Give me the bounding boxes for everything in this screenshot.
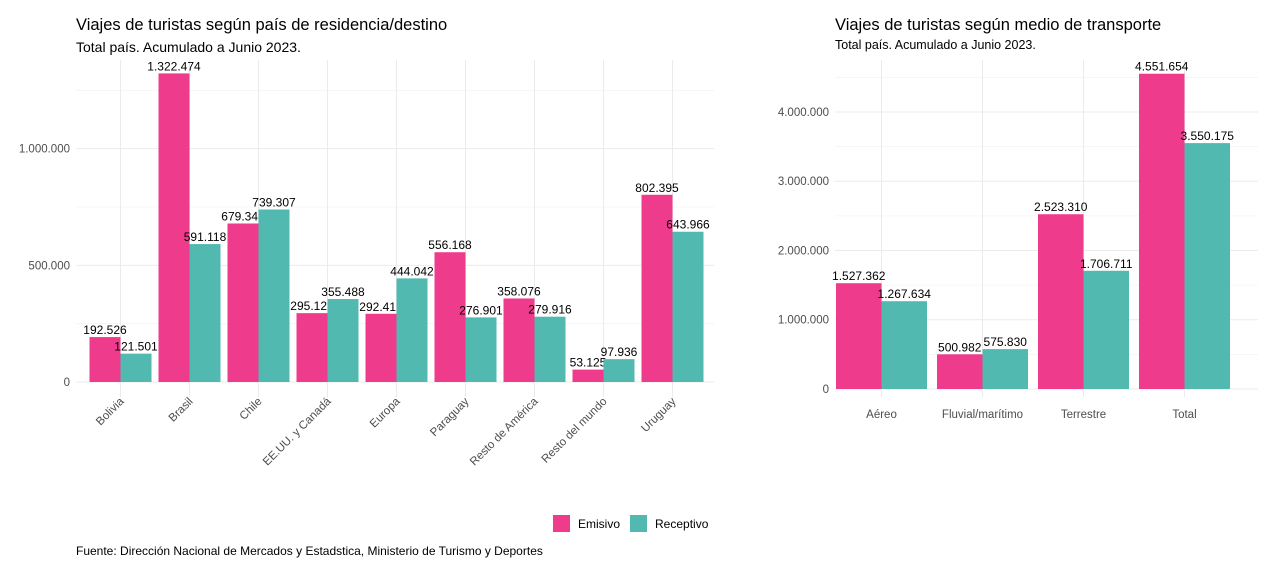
bar-value-label: 279.916 [528,303,572,317]
bar-value-label: 121.501 [114,340,158,354]
y-tick-label: 3.000.000 [778,176,829,188]
bar-emisivo [1139,73,1185,389]
y-tick-label: 1.000.000 [778,315,829,327]
x-tick-label: Terrestre [1061,409,1106,421]
x-tick-label: Europa [368,395,403,430]
bar-receptivo [1184,143,1230,389]
x-tick-label: Fluvial/marítimo [942,409,1023,421]
bar-emisivo [836,283,882,389]
bar-receptivo [465,317,497,382]
right-chart-subtitle: Total país. Acumulado a Junio 2023. [835,38,1036,52]
y-tick-label: 1.000.000 [19,144,70,156]
bar-emisivo [365,313,397,382]
bar-receptivo [672,231,704,382]
bar-value-label: 1.527.362 [832,269,886,283]
y-tick-label: 4.000.000 [778,107,829,119]
x-tick-label: Bolivia [94,395,127,428]
bar-receptivo [982,349,1028,389]
legend-label-receptivo: Receptivo [655,516,709,531]
legend-item-receptivo: Receptivo [630,515,708,532]
right-chart-title: Viajes de turistas según medio de transp… [835,16,1162,34]
left-chart-plot: 0 500.000 1.000.000 192.526 121.501 Bolivia 1.… [19,59,714,468]
bar-emisivo [296,313,328,382]
bar-value-label: 2.523.310 [1034,200,1088,214]
bar-emisivo [158,73,190,382]
y-tick-label: 0 [64,377,70,389]
bar-value-label: 1.706.711 [1080,257,1133,271]
bar-value-label: 276.901 [459,303,503,317]
bar-value-label: 4.551.654 [1135,60,1189,74]
bar-receptivo [189,244,221,382]
left-chart-title: Viajes de turistas según país de residen… [76,16,448,34]
bar-value-label: 556.168 [428,238,472,252]
x-tick-label: Paraguay [428,395,471,438]
bar-value-label: 1.322.474 [147,59,201,73]
legend: Emisivo Receptivo [553,515,718,532]
bar-value-label: 575.830 [984,335,1028,349]
left-chart-subtitle: Total país. Acumulado a Junio 2023. [76,39,301,55]
bar-receptivo [327,299,359,382]
bar-receptivo [120,353,152,382]
bar-value-label: 679.348 [221,209,265,223]
legend-item-emisivo: Emisivo [553,515,620,532]
bar-value-label: 292.412 [359,300,403,314]
bar-receptivo [396,278,428,382]
legend-key-receptivo [630,515,648,532]
bar-value-label: 97.936 [601,345,638,359]
bar-emisivo [937,354,983,389]
bar-receptivo [1083,270,1129,389]
x-tick-label: Brasil [167,396,196,425]
bar-value-label: 500.982 [938,340,982,354]
x-tick-label: Resto de América [468,395,541,468]
bar-value-label: 3.550.175 [1181,129,1235,143]
bar-value-label: 358.076 [497,284,541,298]
bar-value-label: 739.307 [252,195,296,209]
y-tick-label: 0 [823,384,829,396]
bar-emisivo [434,252,466,382]
bar-receptivo [258,209,290,382]
bar-value-label: 192.526 [83,323,127,337]
bar-receptivo [603,359,635,382]
x-tick-label: Chile [238,396,265,423]
bar-value-label: 1.267.634 [878,287,932,301]
legend-label-emisivo: Emisivo [578,516,621,531]
bar-value-label: 295.129 [290,299,334,313]
y-tick-label: 500.000 [28,260,70,272]
bar-value-label: 802.395 [635,181,679,195]
bar-value-label: 53.125 [570,356,607,370]
x-tick-label: EE.UU. y Canadá [261,395,334,468]
bar-receptivo [881,301,927,389]
bar-receptivo [534,316,566,382]
y-tick-label: 2.000.000 [778,245,829,257]
x-tick-label: Resto del mundo [540,396,610,466]
bar-value-label: 355.488 [321,285,365,299]
bar-value-label: 591.118 [184,230,227,244]
bar-emisivo [572,369,604,382]
bar-emisivo [1038,214,1084,389]
x-tick-label: Uruguay [639,395,678,434]
bar-value-label: 643.966 [666,218,710,232]
x-tick-label: Total [1172,409,1196,421]
x-tick-label: Aéreo [866,409,897,421]
source-note: Fuente: Dirección Nacional de Mercados y… [76,544,543,558]
legend-key-emisivo [553,515,570,532]
bar-emisivo [227,223,259,382]
bar-value-label: 444.042 [390,264,434,278]
right-chart-plot: 0 1.000.000 2.000.000 3.000.000 4.000.000 1.5… [778,60,1258,421]
bar-emisivo [89,337,121,382]
bar-emisivo [503,298,535,382]
bar-emisivo [641,194,673,382]
